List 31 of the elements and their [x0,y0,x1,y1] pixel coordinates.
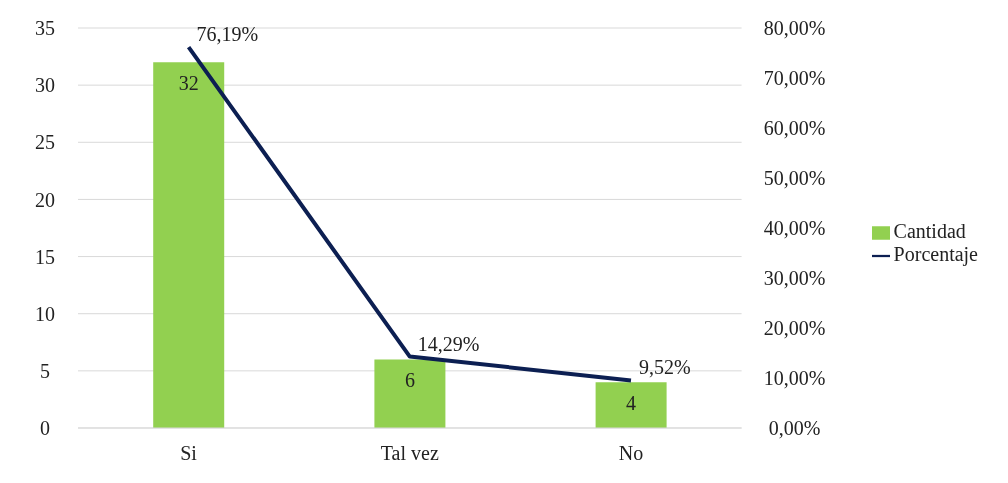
data-label: 6 [404,369,415,392]
legend-label: Cantidad [893,220,966,242]
bar [595,382,667,428]
y2-tick-label: 10,00% [763,367,826,390]
data-label: 76,19% [196,23,259,46]
y-tick-label: 25 [35,131,55,154]
bar [374,359,446,428]
y2-tick-label: 80,00% [763,17,826,40]
y2-tick-label: 40,00% [763,217,826,240]
y2-tick-label: 50,00% [763,167,826,190]
y-tick-label: 15 [35,245,55,268]
data-label: 14,29% [417,332,480,355]
x-tick-label: No [618,442,644,465]
y2-tick-label: 70,00% [763,67,826,90]
data-label: 9,52% [638,356,691,379]
x-tick-label: Si [180,442,198,465]
y2-tick-label: 0,00% [768,417,821,440]
y2-tick-label: 60,00% [763,117,826,140]
y2-tick-label: 20,00% [763,317,826,340]
data-label: 4 [626,392,637,415]
data-label: 32 [178,72,199,95]
y-tick-label: 30 [35,74,55,97]
legend-label: Porcentaje [893,243,978,265]
y2-tick-label: 30,00% [763,267,826,290]
bar [153,62,225,428]
y-tick-label: 10 [35,302,55,325]
y-tick-label: 5 [40,359,50,382]
x-tick-label: Tal vez [380,442,439,465]
y-tick-label: 20 [35,188,55,211]
y-tick-label: 0 [40,417,50,440]
y-tick-label: 35 [35,17,55,40]
